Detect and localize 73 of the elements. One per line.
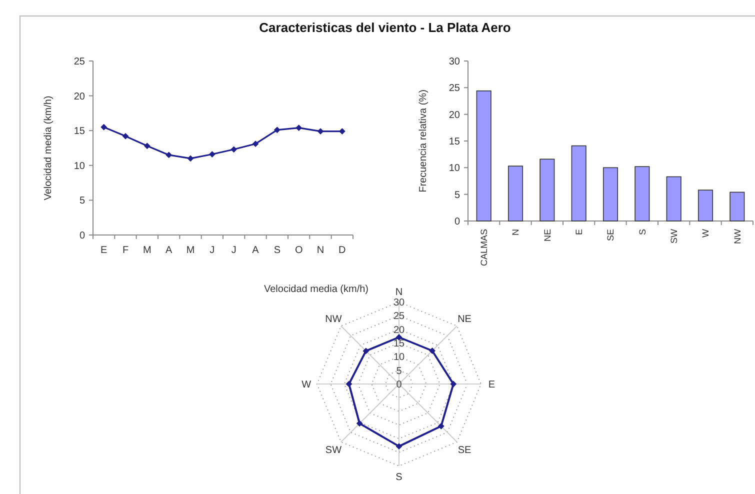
y-tick-label: 10: [74, 160, 86, 172]
bar: [634, 166, 650, 222]
y-tick-label: 20: [74, 91, 86, 102]
x-tick-label: E: [100, 245, 108, 256]
x-tick-label: M: [186, 245, 195, 256]
x-tick-label: J: [210, 245, 215, 256]
x-tick-label: NW: [732, 228, 742, 244]
spoke-label: NE: [458, 314, 472, 325]
y-tick-label: 25: [393, 311, 405, 322]
point: [230, 146, 238, 153]
x-tick-label: J: [231, 245, 236, 256]
spoke-label: SE: [458, 445, 472, 456]
x-tick-label: N: [316, 245, 324, 256]
bar: [476, 90, 492, 222]
bar: [602, 167, 618, 222]
y-tick-label: 10: [393, 352, 405, 364]
y-tick-label: 20: [393, 324, 405, 336]
chart-title: Velocidad media (km/h): [264, 284, 368, 295]
x-tick-label: M: [142, 245, 152, 256]
spoke-label: SW: [325, 445, 342, 456]
spoke-label: S: [396, 472, 403, 484]
spoke-label: E: [488, 380, 496, 390]
spoke-label: NW: [325, 314, 342, 325]
x-tick-label: D: [338, 245, 346, 256]
bar: [666, 176, 682, 222]
x-tick-label: O: [294, 245, 303, 256]
x-tick-label: SE: [606, 229, 616, 242]
x-tick-label: A: [165, 245, 172, 256]
x-tick-label: S: [637, 229, 648, 236]
y-tick-label: 25: [448, 83, 460, 94]
point: [296, 124, 302, 132]
y-tick-label: 15: [393, 338, 405, 350]
point: [144, 142, 150, 150]
bar: [540, 158, 555, 222]
point: [252, 140, 259, 148]
x-tick-label: NE: [542, 229, 552, 242]
spoke-label: W: [302, 380, 312, 390]
x-tick-label: S: [274, 245, 281, 256]
y-tick-label: 15: [74, 126, 86, 138]
point: [122, 132, 129, 140]
y-tick-label: 5: [79, 196, 86, 207]
y-tick-label: 30: [448, 56, 460, 68]
point: [187, 155, 194, 162]
bar: [698, 190, 714, 222]
y-tick-label: 5: [396, 366, 402, 377]
point: [338, 128, 346, 134]
text: Caracteristicas del viento - La Plata Aero: [259, 20, 511, 35]
point: [166, 152, 172, 158]
y-tick-label: 0: [79, 230, 86, 242]
y-tick-label: 0: [454, 216, 460, 228]
y-tick-label: 30: [393, 298, 405, 308]
y-tick-label: 15: [448, 136, 460, 148]
y-tick-label: 20: [448, 110, 460, 121]
x-tick-label: W: [700, 228, 711, 238]
point: [100, 124, 108, 130]
bar: [508, 166, 524, 222]
y-tick-label: 0: [396, 380, 402, 390]
y-tick-label: 25: [74, 56, 86, 68]
point: [274, 126, 280, 134]
x-tick-label: F: [122, 245, 129, 256]
y-axis-title: Frecuencia relativa (%): [418, 90, 429, 192]
x-tick-label: N: [510, 229, 521, 236]
x-tick-label: E: [574, 229, 584, 236]
y-tick-label: 5: [454, 190, 460, 201]
bar: [571, 145, 586, 222]
y-tick-label: 10: [448, 163, 460, 174]
point: [208, 151, 216, 158]
x-tick-label: SW: [668, 228, 679, 244]
spoke-label: N: [395, 286, 403, 298]
x-tick-label: A: [252, 245, 260, 256]
x-tick-label: CALMAS: [478, 229, 489, 266]
bar: [730, 192, 745, 222]
y-axis-title: Velocidad media (km/h): [43, 96, 54, 200]
